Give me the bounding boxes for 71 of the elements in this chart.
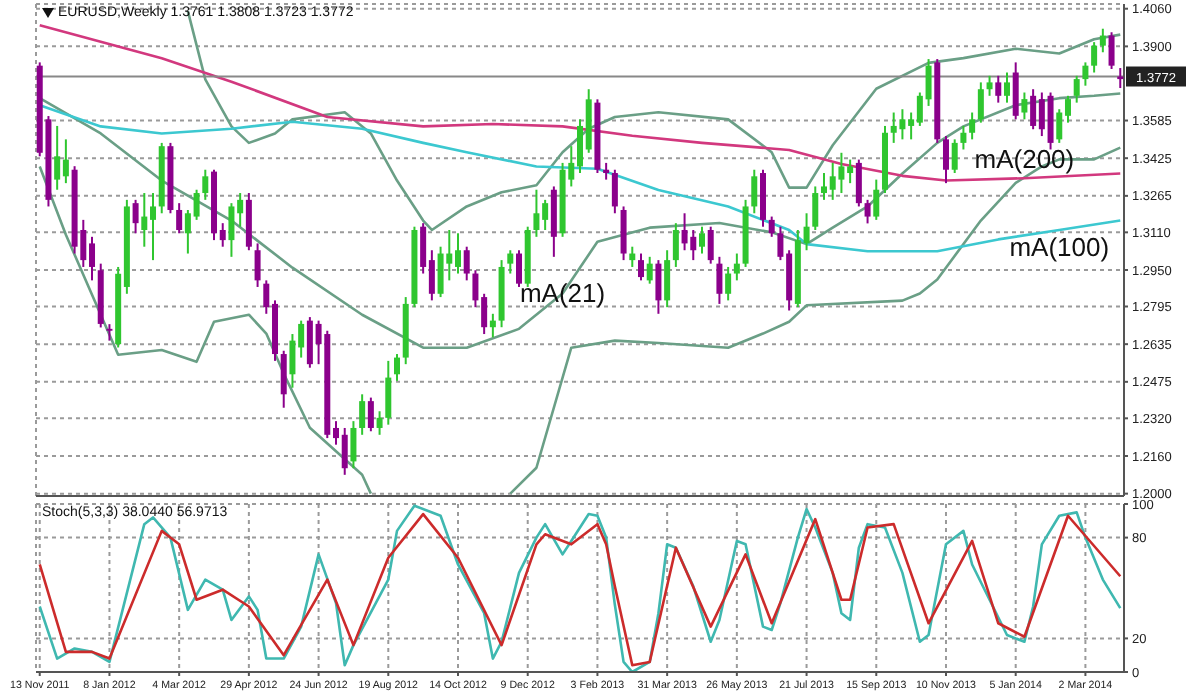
candlestick (759, 168, 766, 228)
candlestick (437, 245, 444, 299)
candlestick (254, 242, 261, 288)
candlestick (838, 151, 845, 195)
candlestick (1003, 71, 1010, 104)
candlestick (873, 178, 880, 221)
candlestick (350, 420, 357, 470)
candlestick (245, 192, 252, 252)
candlestick (812, 185, 819, 231)
candlestick (1073, 74, 1080, 104)
candlestick (1021, 91, 1028, 121)
candlestick (533, 188, 540, 238)
candlestick (106, 323, 113, 342)
candlestick (899, 108, 906, 141)
candlestick (367, 396, 374, 433)
candlestick (62, 138, 69, 185)
candlestick (629, 245, 636, 268)
candlestick (864, 198, 871, 225)
candlestick (690, 228, 697, 262)
candlestick (228, 202, 235, 258)
candlestick (890, 111, 897, 144)
candlestick (359, 393, 366, 436)
candlestick (54, 124, 61, 191)
candlestick (620, 205, 627, 262)
candlestick (550, 185, 557, 258)
candlestick (341, 426, 348, 476)
candlestick (699, 225, 705, 255)
candlestick (202, 168, 209, 201)
candlestick (1030, 88, 1037, 131)
candlestick (969, 111, 976, 141)
candlestick (638, 252, 644, 282)
candlestick (942, 135, 949, 185)
candlestick (672, 222, 679, 268)
candlestick (768, 215, 775, 238)
candlestick (611, 168, 618, 215)
candlestick (646, 255, 653, 285)
candlestick (1091, 41, 1098, 74)
candlestick (951, 138, 958, 175)
candlestick (716, 255, 723, 305)
candlestick (681, 212, 688, 252)
candlestick (855, 158, 862, 208)
candlestick (516, 249, 522, 288)
line-series (38, 23, 1122, 182)
series-label: mA(100) (1009, 231, 1110, 262)
candlestick (664, 249, 671, 309)
candlestick (141, 192, 148, 248)
candlestick (707, 225, 714, 265)
candlestick (1099, 27, 1106, 54)
candlestick (385, 359, 392, 426)
candlestick (1047, 91, 1054, 151)
candlestick (132, 198, 139, 235)
candlestick (280, 349, 287, 409)
candlestick (376, 410, 383, 436)
candlestick (995, 74, 1002, 104)
candlestick (960, 124, 967, 151)
candlestick (829, 161, 836, 201)
candlestick (977, 81, 984, 124)
candlestick (986, 74, 993, 97)
series-label: mA(200) (974, 144, 1075, 175)
candlestick (463, 245, 470, 282)
candlestick (394, 353, 401, 382)
candlestick (751, 168, 758, 215)
candlestick (725, 265, 732, 302)
candlestick (655, 259, 662, 315)
candlestick (489, 312, 496, 339)
candlestick (1012, 61, 1019, 121)
candlestick (733, 252, 740, 282)
candlestick (507, 249, 514, 275)
candlestick (1108, 31, 1115, 70)
candlestick (176, 202, 183, 235)
candlestick (1082, 61, 1089, 87)
